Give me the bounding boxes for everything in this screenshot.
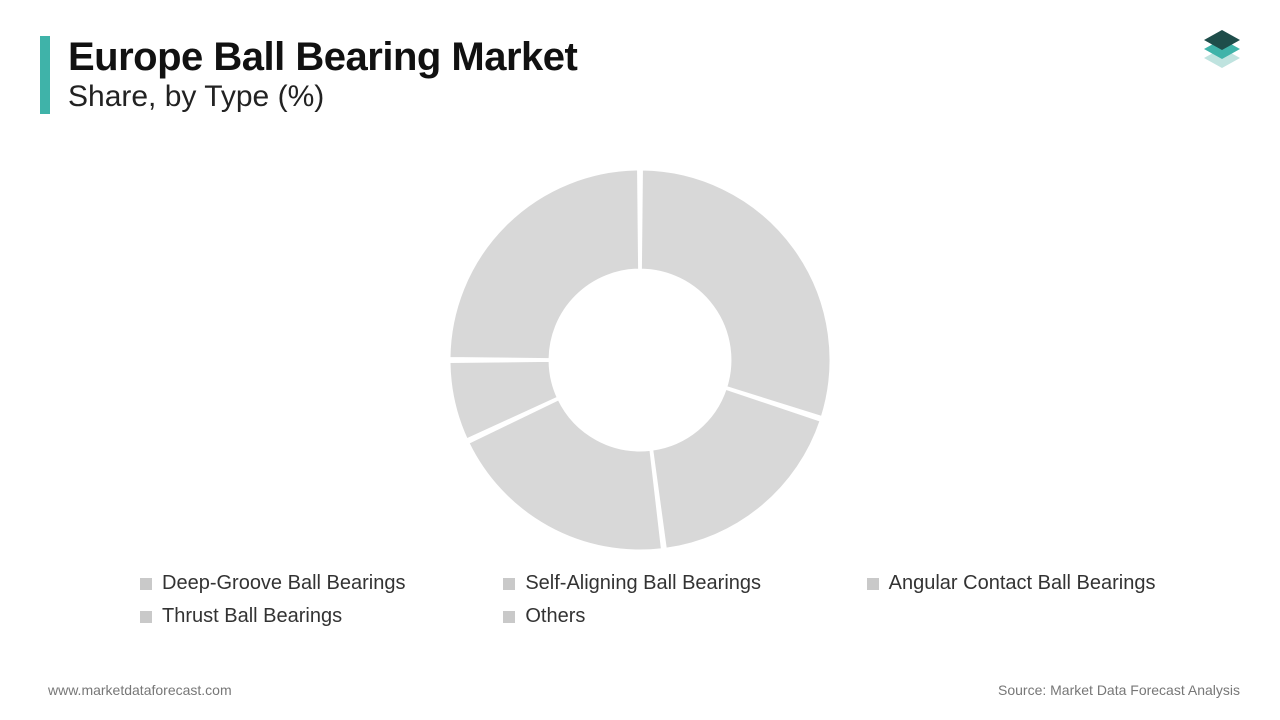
legend-item: Thrust Ball Bearings	[140, 605, 493, 628]
legend-label: Others	[525, 605, 585, 628]
legend-label: Self-Aligning Ball Bearings	[525, 572, 761, 595]
legend-label: Deep-Groove Ball Bearings	[162, 572, 405, 595]
legend-item: Deep-Groove Ball Bearings	[140, 572, 493, 595]
title-block: Europe Ball Bearing Market Share, by Typ…	[68, 36, 577, 114]
legend-swatch-icon	[503, 611, 515, 623]
donut-slice	[450, 170, 640, 360]
legend-item: Angular Contact Ball Bearings	[867, 572, 1220, 595]
page-subtitle: Share, by Type (%)	[68, 80, 577, 114]
legend-swatch-icon	[140, 578, 152, 590]
page-root: Europe Ball Bearing Market Share, by Typ…	[0, 0, 1280, 720]
legend-label: Angular Contact Ball Bearings	[889, 572, 1156, 595]
legend-swatch-icon	[867, 578, 879, 590]
page-title: Europe Ball Bearing Market	[68, 36, 577, 78]
legend: Deep-Groove Ball Bearings Self-Aligning B…	[140, 572, 1220, 628]
header: Europe Ball Bearing Market Share, by Typ…	[40, 36, 577, 114]
legend-swatch-icon	[140, 611, 152, 623]
brand-logo-icon	[1192, 18, 1252, 78]
accent-bar	[40, 36, 50, 114]
chart-area	[0, 155, 1280, 565]
legend-item: Others	[503, 605, 856, 628]
footer-url: www.marketdataforecast.com	[48, 682, 232, 698]
legend-swatch-icon	[503, 578, 515, 590]
donut-slice	[652, 389, 820, 549]
donut-chart	[440, 160, 840, 560]
footer-source: Source: Market Data Forecast Analysis	[998, 682, 1240, 698]
donut-slice	[641, 170, 831, 417]
legend-item: Self-Aligning Ball Bearings	[503, 572, 856, 595]
legend-label: Thrust Ball Bearings	[162, 605, 342, 628]
